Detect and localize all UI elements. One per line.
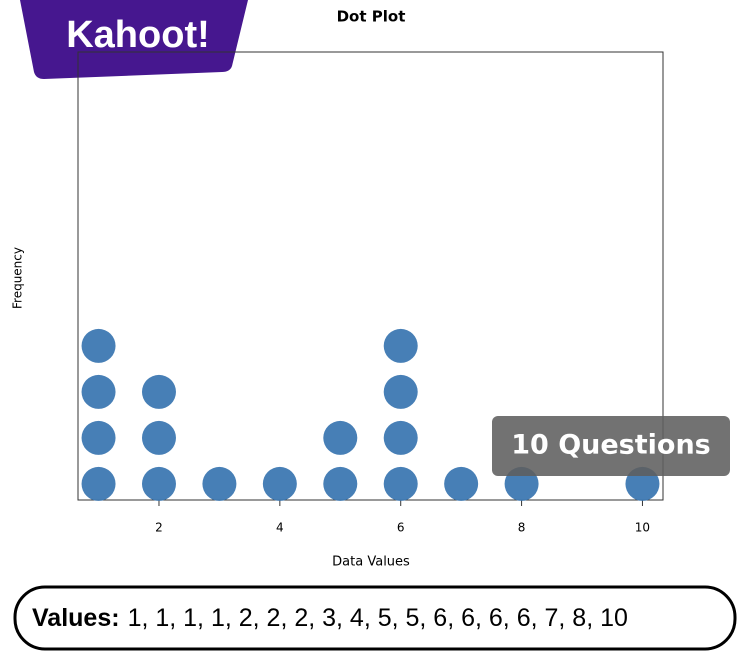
- plot-area: 2 4 6 8 10: [81, 328, 660, 535]
- x-tick-label: 2: [155, 521, 163, 535]
- dot-stack: [262, 466, 297, 501]
- question-count: 10 Questions: [511, 430, 711, 461]
- values-list: 1, 1, 1, 1, 2, 2, 2, 3, 4, 5, 5, 6, 6, 6…: [128, 604, 628, 632]
- values-box: [13, 585, 737, 651]
- dot: [202, 466, 237, 501]
- logo-banner: [20, 0, 248, 79]
- dot: [141, 466, 176, 501]
- dot: [81, 374, 116, 409]
- dot: [323, 420, 358, 455]
- x-tick-label: 8: [518, 521, 526, 535]
- dot-stack: [383, 328, 418, 501]
- dot: [383, 420, 418, 455]
- dot: [81, 466, 116, 501]
- dot: [383, 374, 418, 409]
- question-badge: [492, 416, 730, 476]
- dot: [141, 374, 176, 409]
- y-axis-label: Frequency: [11, 247, 25, 309]
- dot-stack: [202, 466, 237, 501]
- dot: [383, 328, 418, 363]
- x-tick-label: 4: [276, 521, 284, 535]
- x-tick-label: 10: [635, 521, 650, 535]
- dot: [141, 420, 176, 455]
- dot: [323, 466, 358, 501]
- dot: [383, 466, 418, 501]
- values-caption: Values: 1, 1, 1, 1, 2, 2, 2, 3, 4, 5, 5, …: [32, 604, 628, 632]
- dot-stack: [444, 466, 479, 501]
- plot-frame: [77, 51, 664, 501]
- values-label: Values:: [32, 604, 120, 632]
- x-axis-label: Data Values: [332, 555, 410, 570]
- dot-stack: [141, 374, 176, 501]
- dot-stack: [323, 420, 358, 501]
- dot: [81, 328, 116, 363]
- x-tick-label: 6: [397, 521, 405, 535]
- dot: [444, 466, 479, 501]
- dot: [81, 420, 116, 455]
- dot: [262, 466, 297, 501]
- chart-title: Dot Plot: [337, 8, 406, 26]
- logo: Kahoot!: [66, 14, 210, 56]
- dot-stack: [81, 328, 116, 501]
